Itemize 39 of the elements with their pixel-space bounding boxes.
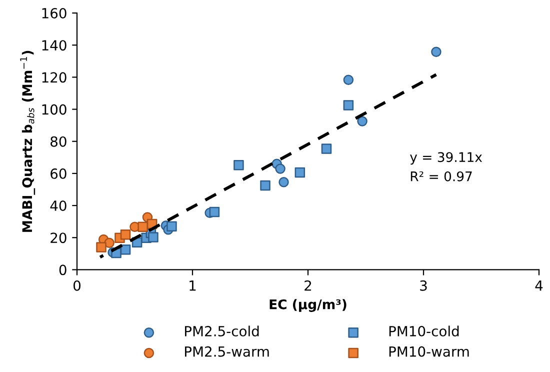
y-tick-label: 100	[42, 104, 66, 115]
y-tick-label: 40	[50, 200, 66, 212]
y-tick-label: 80	[50, 136, 66, 147]
point	[278, 176, 289, 188]
point	[357, 116, 368, 126]
x-axis-title: EC (µg/m³)	[270, 299, 346, 312]
x-tick-label: 3	[420, 280, 427, 291]
point	[234, 160, 244, 170]
point	[343, 74, 354, 86]
point	[166, 221, 177, 232]
point	[120, 244, 131, 255]
x-tick-label: 1	[190, 280, 196, 291]
y-tick-label: 0	[59, 264, 66, 276]
y-axis-title: MABI_Quartz b$_{abs}$ (Mm$^{−1}$)	[20, 50, 36, 232]
y-tick-label: 120	[42, 72, 66, 83]
y-tick-label: 160	[42, 8, 66, 18]
point	[138, 222, 148, 232]
point	[321, 144, 332, 154]
y-tick-label: 20	[50, 232, 66, 244]
x-tick-label: 4	[535, 280, 543, 291]
point	[294, 167, 306, 178]
point	[148, 232, 158, 242]
annotation: y = 39.11x	[410, 152, 482, 165]
annotation: R² = 0.97	[410, 171, 472, 182]
point	[96, 242, 106, 252]
point	[275, 164, 286, 174]
point	[431, 46, 442, 57]
point	[260, 180, 270, 191]
legend-label: PM2.5-cold	[185, 326, 259, 336]
legend-label: PM10-cold	[389, 326, 459, 336]
x-tick-label: 2	[304, 280, 312, 291]
point	[343, 100, 354, 110]
legend-label: PM2.5-warm	[185, 346, 269, 357]
x-tick-label: 0	[73, 280, 80, 291]
point	[209, 206, 220, 218]
legend-label: PM10-warm	[389, 346, 469, 357]
y-tick-label: 140	[42, 40, 66, 51]
point	[120, 229, 131, 240]
y-tick-label: 60	[50, 168, 66, 179]
